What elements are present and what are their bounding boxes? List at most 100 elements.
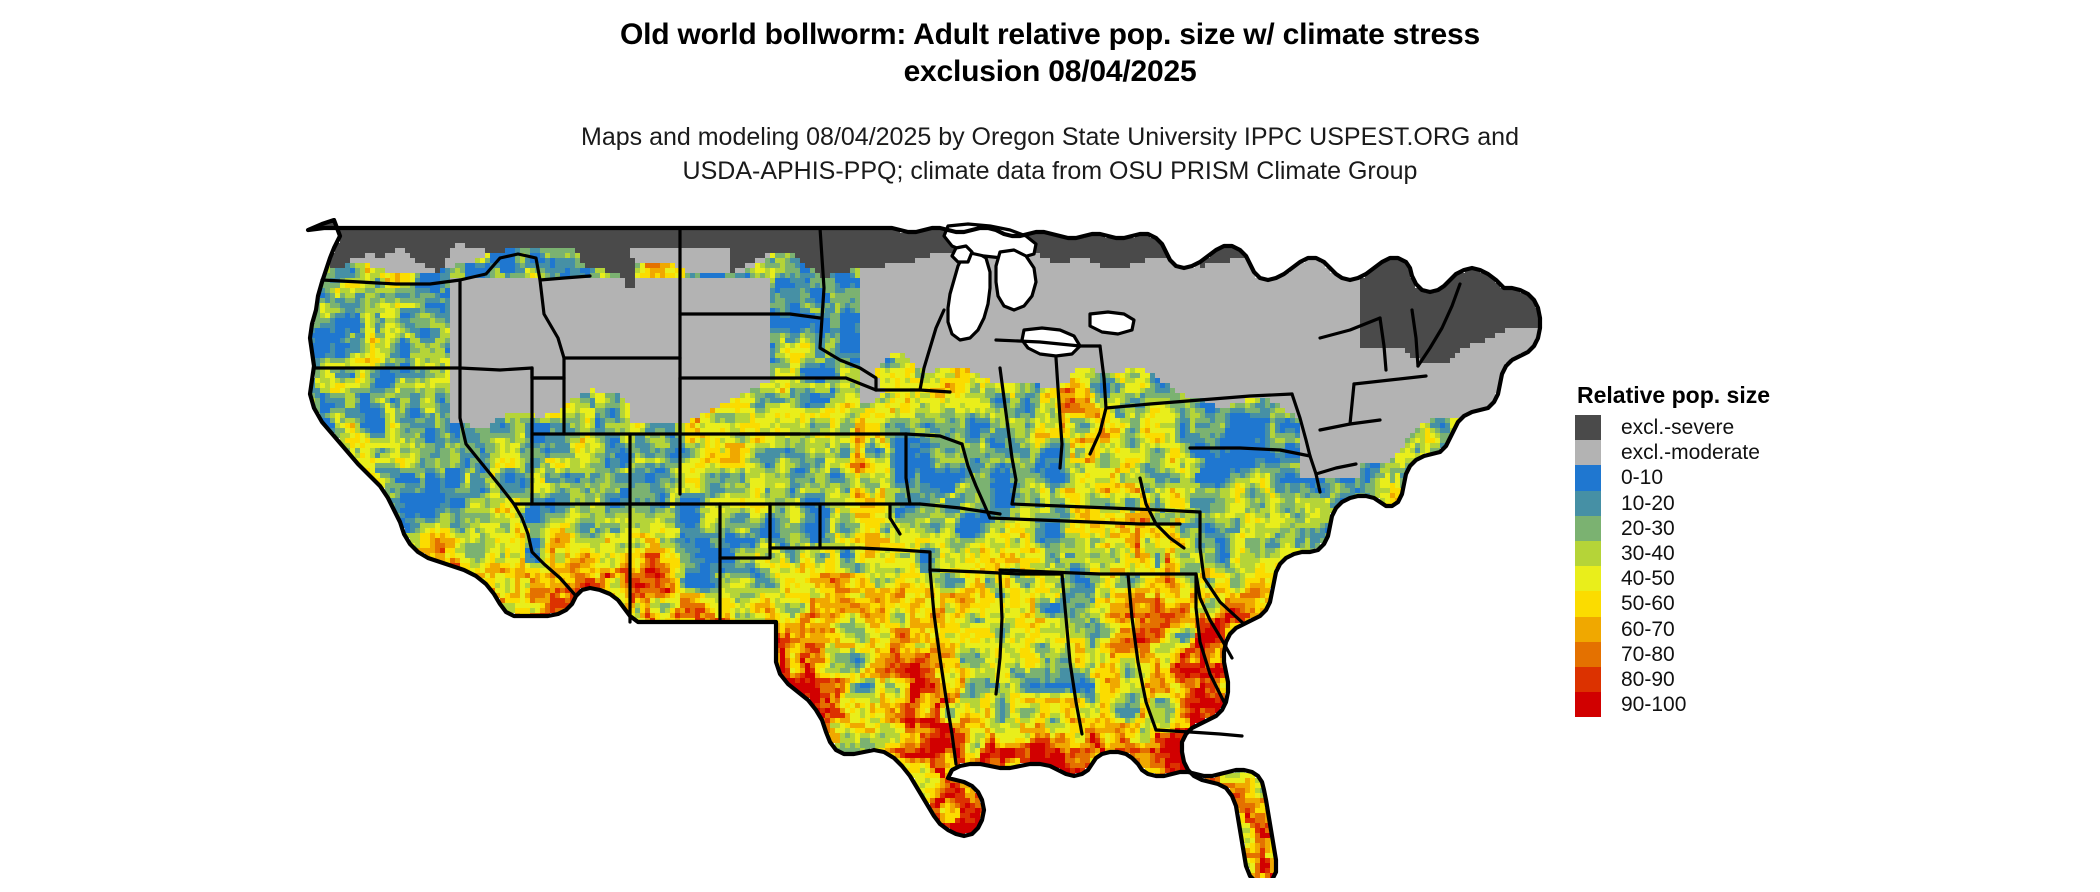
legend-label: 70-80 [1621,642,1675,666]
legend-item: excl.-moderate [1575,440,1875,466]
raster-class-area [585,568,1275,878]
state-border [1154,728,1244,738]
state-border [1010,502,1202,514]
state-borders-layer [305,218,1543,878]
state-border [1416,282,1462,368]
state-border [1352,374,1428,386]
raster-class-area [320,220,1540,363]
state-border [1378,316,1388,372]
state-border [994,338,1102,348]
legend-label: 0-10 [1621,466,1664,490]
state-border [530,432,632,506]
state-border [1348,382,1356,426]
state-border [938,656,958,766]
legend: Relative pop. size excl.-severe excl.-mod… [1575,382,1875,718]
state-border [1188,446,1312,458]
legend-item: 90-100 [1575,692,1875,718]
state-border [1318,316,1382,340]
map-canvas [300,218,1560,878]
state-border [998,568,1198,576]
legend-item: 70-80 [1575,641,1875,667]
state-border [320,278,462,286]
state-border [998,366,1018,506]
raster-cells [310,220,1540,878]
legend-swatch [1575,515,1601,541]
national-outline [305,218,1543,878]
legend-item: 40-50 [1575,566,1875,592]
great-lake [946,250,992,342]
state-border [988,516,1182,526]
state-border [888,502,902,536]
legend-item: 50-60 [1575,591,1875,617]
legend-label: 40-50 [1621,567,1675,591]
legend-swatch [1575,641,1601,667]
state-border [678,376,878,392]
legend-label: excl.-moderate [1621,441,1760,465]
legend-swatch [1575,490,1601,516]
state-border [1410,308,1420,368]
legend-items: excl.-severe excl.-moderate 0-10 10-20 20-30… [1575,415,1875,718]
legend-label: 90-100 [1621,693,1687,717]
state-border [904,432,964,446]
great-lake [994,248,1038,312]
state-border [1104,392,1294,410]
legend-swatch [1575,666,1601,693]
state-border [512,502,578,598]
state-border [1126,572,1158,732]
legend-swatch [1575,692,1601,718]
state-border [1138,476,1186,550]
state-border [1054,356,1064,470]
state-border [960,442,992,520]
raster-class-area [350,243,1540,478]
page-title: Old world bollworm: Adult relative pop. … [0,16,2100,90]
subtitle-attribution: Maps and modeling 08/04/2025 by Oregon S… [0,120,2100,188]
legend-label: 20-30 [1621,516,1675,540]
state-border [530,366,566,380]
state-border [538,274,592,282]
legend-label: 10-20 [1621,491,1675,515]
state-border [904,432,912,506]
great-lake [1088,310,1136,336]
state-border [818,226,878,392]
subtitle-line-2: USDA-APHIS-PPQ; climate data from OSU PR… [682,157,1418,185]
title-line-1: Old world bollworm: Adult relative pop. … [619,18,1480,51]
legend-item: 30-40 [1575,540,1875,567]
legend-label: 30-40 [1621,541,1675,565]
legend-label: 80-90 [1621,667,1675,691]
raster-class-area [310,248,1450,793]
legend-swatch [1575,440,1601,466]
state-border [512,366,534,506]
subtitle-line-1: Maps and modeling 08/04/2025 by Oregon S… [581,123,1519,151]
raster-class-area [310,248,1450,723]
state-border [1194,572,1226,704]
state-border [918,308,946,392]
legend-swatch [1575,415,1601,441]
legend-item: 0-10 [1575,465,1875,491]
title-line-2: exclusion 08/04/2025 [903,55,1197,88]
state-border [312,278,462,370]
legend-swatch [1575,465,1601,491]
state-border [994,572,1004,696]
legend-item: 10-20 [1575,490,1875,516]
state-border [718,546,772,560]
legend-swatch [1575,591,1601,617]
state-border [678,312,822,320]
legend-item: 20-30 [1575,515,1875,541]
legend-item: 60-70 [1575,616,1875,642]
legend-swatch [1575,540,1601,567]
legend-title: Relative pop. size [1577,382,1771,408]
great-lake [950,244,974,264]
legend-item: excl.-severe [1575,415,1875,441]
legend-swatch [1575,566,1601,592]
legend-item: 80-90 [1575,666,1875,693]
raster-class-area [310,253,1455,868]
state-border [918,502,1002,516]
state-border [458,366,534,372]
state-border [458,366,516,506]
map-raster-layer [300,218,1560,878]
raster-class-area [330,263,1435,878]
us-choropleth-map [300,218,1560,878]
state-border [1290,392,1312,458]
legend-label: excl.-severe [1621,416,1735,439]
